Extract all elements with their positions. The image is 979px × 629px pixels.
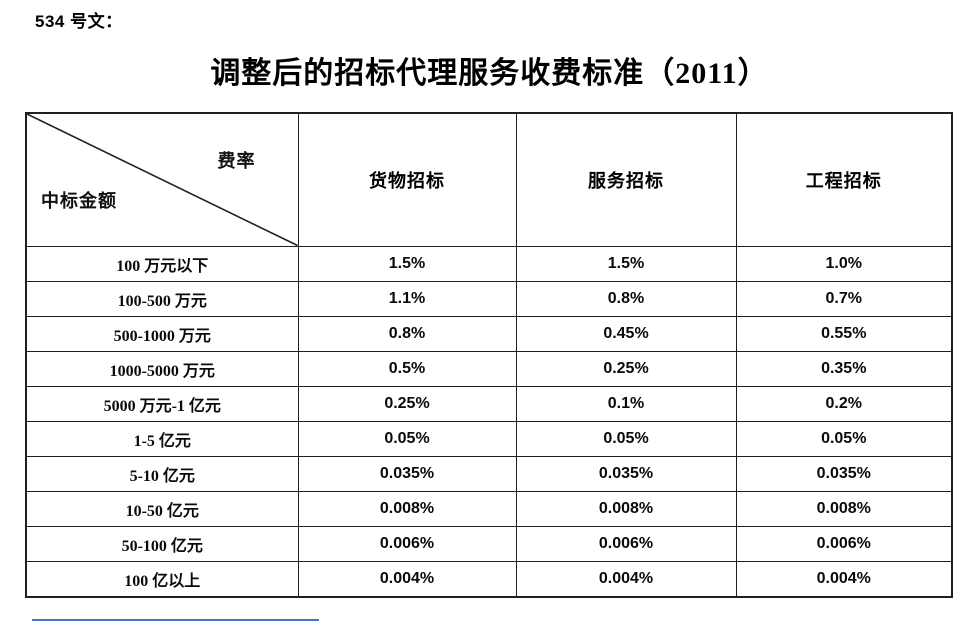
rate-value-cell: 1.5% xyxy=(297,245,517,282)
rate-value-cell: 0.55% xyxy=(735,315,953,352)
rate-value-cell: 0.8% xyxy=(515,280,737,317)
row-label: 5000 万元-1 亿元 xyxy=(25,385,299,422)
rate-value-cell: 0.035% xyxy=(735,456,953,493)
row-label: 10-50 亿元 xyxy=(25,491,299,528)
rate-value-cell: 0.006% xyxy=(515,526,737,563)
doc-number-label: 534 号文： xyxy=(35,12,123,31)
page-title: 调整后的招标代理服务收费标准（2011） xyxy=(210,57,769,90)
table-row: 5-10 亿元 0.035% 0.035% 0.035% xyxy=(25,456,953,493)
diagonal-line xyxy=(27,114,298,246)
table-row: 100 万元以下 1.5% 1.5% 1.0% xyxy=(25,245,953,282)
fee-table: 费率 中标金额 货物招标 服务招标 工程招标 100 万元以下 1.5% 1.5% 1… xyxy=(25,112,953,598)
row-label: 100-500 万元 xyxy=(25,280,299,317)
table-row: 10-50 亿元 0.008% 0.008% 0.008% xyxy=(25,491,953,528)
rate-value-cell: 0.008% xyxy=(515,491,737,528)
table-row: 5000 万元-1 亿元 0.25% 0.1% 0.2% xyxy=(25,385,953,422)
rate-value-cell: 0.004% xyxy=(297,561,517,598)
rate-value-cell: 0.006% xyxy=(297,526,517,563)
accent-underline xyxy=(32,619,319,621)
rate-value-cell: 0.05% xyxy=(735,420,953,458)
column-header-goods: 货物招标 xyxy=(297,112,517,247)
rate-value-cell: 1.1% xyxy=(297,280,517,317)
rate-value-cell: 0.008% xyxy=(297,491,517,528)
column-header-engineering: 工程招标 xyxy=(735,112,953,247)
column-header-services: 服务招标 xyxy=(515,112,737,247)
rate-value-cell: 0.006% xyxy=(735,526,953,563)
rate-value-cell: 0.25% xyxy=(515,350,737,387)
rate-value-cell: 0.35% xyxy=(735,350,953,387)
corner-label-bid-amount: 中标金额 xyxy=(41,190,117,211)
rate-value-cell: 0.1% xyxy=(515,385,737,422)
rate-value-cell: 0.05% xyxy=(515,420,737,458)
row-label: 1000-5000 万元 xyxy=(25,350,299,387)
row-label: 100 亿以上 xyxy=(25,561,299,598)
row-label: 1-5 亿元 xyxy=(25,420,299,458)
rate-value-cell: 0.7% xyxy=(735,280,953,317)
rate-value-cell: 0.25% xyxy=(297,385,517,422)
row-label: 5-10 亿元 xyxy=(25,456,299,493)
table-row: 100-500 万元 1.1% 0.8% 0.7% xyxy=(25,280,953,317)
rate-value-cell: 0.004% xyxy=(515,561,737,598)
rate-value-cell: 0.008% xyxy=(735,491,953,528)
row-label: 50-100 亿元 xyxy=(25,526,299,563)
rate-value-cell: 1.0% xyxy=(735,245,953,282)
table-row: 1000-5000 万元 0.5% 0.25% 0.35% xyxy=(25,350,953,387)
rate-value-cell: 0.45% xyxy=(515,315,737,352)
corner-header-cell: 费率 中标金额 xyxy=(25,112,299,247)
rate-value-cell: 0.05% xyxy=(297,420,517,458)
rate-value-cell: 0.004% xyxy=(735,561,953,598)
rate-value-cell: 0.5% xyxy=(297,350,517,387)
rate-value-cell: 1.5% xyxy=(515,245,737,282)
fee-rate-table: 费率 中标金额 货物招标 服务招标 工程招标 100 万元以下 1.5% 1.5% 1… xyxy=(25,112,953,598)
table-header-row: 费率 中标金额 货物招标 服务招标 工程招标 xyxy=(25,112,953,247)
rate-value-cell: 0.035% xyxy=(515,456,737,493)
table-row: 100 亿以上 0.004% 0.004% 0.004% xyxy=(25,561,953,598)
table-row: 1-5 亿元 0.05% 0.05% 0.05% xyxy=(25,420,953,458)
row-label: 500-1000 万元 xyxy=(25,315,299,352)
rate-value-cell: 0.2% xyxy=(735,385,953,422)
table-row: 500-1000 万元 0.8% 0.45% 0.55% xyxy=(25,315,953,352)
row-label: 100 万元以下 xyxy=(25,245,299,282)
rate-value-cell: 0.8% xyxy=(297,315,517,352)
table-row: 50-100 亿元 0.006% 0.006% 0.006% xyxy=(25,526,953,563)
corner-label-fee-rate: 费率 xyxy=(217,151,256,171)
rate-value-cell: 0.035% xyxy=(297,456,517,493)
